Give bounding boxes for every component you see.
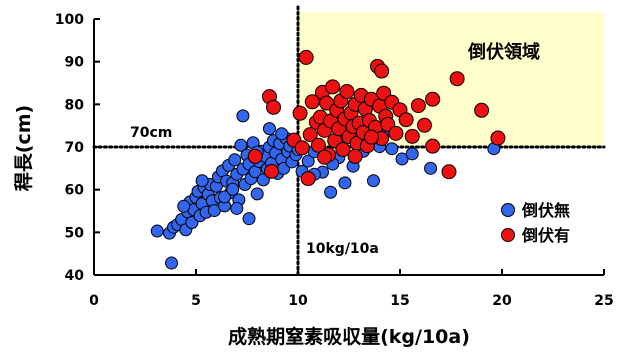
point-lodging (425, 138, 441, 154)
y-axis-title: 稈長(cm) (13, 105, 35, 191)
point-lodging (292, 105, 308, 121)
point-lodging (300, 171, 316, 187)
x-tick-label: 20 (492, 293, 512, 309)
point-no-lodging (236, 109, 250, 123)
point-no-lodging (242, 212, 256, 226)
y-ticks: 40 50 60 70 80 90 100 (55, 12, 100, 284)
point-lodging (347, 148, 363, 164)
point-no-lodging (195, 174, 209, 188)
y-tick-label: 80 (65, 97, 85, 113)
x-tick-label: 0 (89, 293, 99, 309)
legend-label-no-lodging: 倒伏無 (521, 201, 570, 220)
point-no-lodging (262, 122, 276, 136)
point-lodging (410, 98, 426, 114)
point-no-lodging (226, 182, 240, 196)
lodging-zone-label: 倒伏領域 (467, 41, 540, 63)
point-no-lodging (366, 174, 380, 188)
x-tick-label: 25 (594, 293, 613, 309)
point-lodging (317, 149, 333, 165)
point-no-lodging (218, 190, 232, 204)
point-no-lodging (301, 154, 315, 168)
point-lodging (441, 164, 457, 180)
point-lodging (425, 91, 441, 107)
point-no-lodging (234, 138, 248, 152)
x-tick-label: 15 (390, 293, 409, 309)
point-lodging (388, 125, 404, 141)
legend: 倒伏無 倒伏有 (501, 201, 570, 245)
point-lodging (335, 142, 351, 158)
point-no-lodging (385, 142, 399, 156)
point-no-lodging (165, 256, 179, 270)
legend-marker-lodging (501, 228, 515, 242)
legend-marker-no-lodging (501, 203, 515, 217)
y-tick-label: 90 (65, 55, 85, 71)
point-lodging (490, 130, 506, 146)
point-lodging (474, 102, 490, 118)
point-lodging (416, 117, 432, 133)
point-lodging (302, 127, 318, 143)
y-tick-label: 50 (65, 225, 85, 241)
y-tick-label: 100 (55, 12, 84, 28)
point-no-lodging (177, 199, 191, 213)
point-no-lodging (250, 187, 264, 201)
ref-line-x-label: 10kg/10a (306, 241, 379, 257)
point-no-lodging (324, 185, 338, 199)
point-lodging (298, 49, 314, 65)
point-no-lodging (395, 152, 409, 166)
point-no-lodging (338, 176, 352, 190)
point-lodging (339, 84, 355, 100)
point-lodging (263, 163, 279, 179)
y-tick-label: 60 (65, 183, 85, 199)
point-lodging (449, 71, 465, 87)
point-lodging (266, 99, 282, 115)
point-lodging (325, 79, 341, 95)
point-no-lodging (228, 153, 242, 167)
x-ticks: 0 5 10 15 20 25 (89, 269, 614, 309)
point-lodging (319, 95, 335, 111)
point-lodging (363, 129, 379, 145)
point-no-lodging (230, 201, 244, 215)
x-tick-label: 10 (288, 293, 308, 309)
legend-label-lodging: 倒伏有 (521, 226, 570, 245)
point-no-lodging (405, 147, 419, 161)
x-tick-label: 5 (191, 293, 201, 309)
point-lodging (398, 112, 414, 128)
point-lodging (247, 148, 263, 164)
point-no-lodging (424, 161, 438, 175)
point-lodging (404, 128, 420, 144)
point-lodging (374, 63, 390, 79)
point-lodging (294, 140, 310, 156)
ref-line-y-label: 70cm (130, 125, 172, 141)
point-lodging (310, 137, 326, 153)
y-tick-label: 70 (65, 140, 85, 156)
point-no-lodging (275, 127, 289, 141)
x-axis-title: 成熟期窒素吸収量(kg/10a) (228, 325, 470, 348)
y-tick-label: 40 (65, 268, 85, 284)
point-no-lodging (150, 224, 164, 238)
point-no-lodging (256, 173, 270, 187)
data-points (150, 49, 506, 270)
